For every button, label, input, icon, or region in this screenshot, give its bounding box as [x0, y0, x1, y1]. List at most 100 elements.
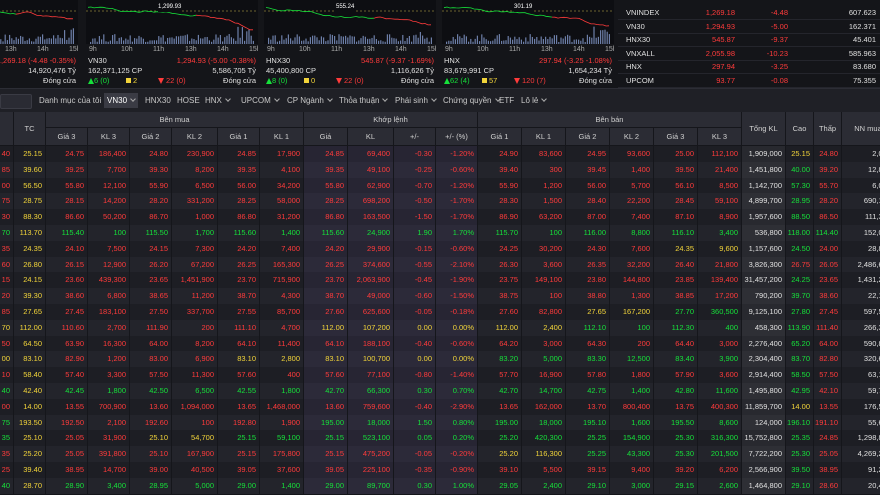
volume-bar: [0, 39, 2, 44]
tab[interactable]: Lô lẻ: [518, 93, 549, 108]
tab[interactable]: ETF: [499, 96, 515, 105]
table-cell: 39.60: [14, 161, 46, 178]
table-cell: 28.60: [814, 477, 842, 494]
table-cell: 38.75: [478, 288, 522, 304]
volume-bar: [175, 36, 177, 44]
volume-bar: [156, 40, 158, 44]
header-cell: Giá: [304, 128, 348, 146]
volume-bar: [514, 36, 516, 44]
table-cell: 86.50: [814, 209, 842, 225]
index-panel[interactable]: 9h10h11h13h14h15h1,269.18 (-4.48 -0.35%)…: [0, 0, 78, 88]
tab[interactable]: Chứng quyền: [440, 93, 503, 108]
table-row[interactable]: 15 24.15 23.60 439,300 23.65 1,451,900 23.70 71…: [0, 272, 880, 290]
tab[interactable]: HNX: [202, 93, 233, 108]
table-cell: 115.60: [218, 225, 260, 241]
index-row[interactable]: HNX 297.94 -3.25 83.680: [618, 60, 880, 75]
volume-bar: [48, 38, 50, 44]
index-panel[interactable]: 555.24 9h 10h 11h 13h 14h 15h HNX30 545.87 (-9.3…: [264, 0, 436, 88]
volume-bar: [169, 37, 171, 44]
table-row[interactable]: 70 113.70 115.40 100 115.50 1,700 115.60 1,400 1…: [0, 225, 880, 242]
table-cell: 39.10: [478, 462, 522, 478]
volume-bar: [125, 38, 127, 44]
unchanged: 0: [311, 76, 316, 85]
index-row[interactable]: VN30 1,294.93 -5.00 162.371: [618, 20, 880, 34]
table-cell: 24.25: [478, 240, 522, 257]
tab[interactable]: HOSE: [177, 96, 200, 105]
table-cell: 391,800: [88, 446, 130, 462]
table-row[interactable]: 70 112.00 110.60 2,700 111.90 200 111.10 4,700 1…: [0, 319, 880, 337]
table-cell: -0.80: [394, 367, 436, 383]
table-cell: 154,900: [610, 430, 654, 447]
index-row[interactable]: HNX30 545.87 -9.37 45.401: [618, 33, 880, 48]
volume-bar: [606, 31, 608, 44]
tab[interactable]: VN30: [104, 93, 139, 108]
table-cell: -1.90%: [436, 272, 478, 289]
table-row[interactable]: 35 24.35 24.10 7,500 24.15 7,300 24.20 7,400 24.…: [0, 240, 880, 258]
volume-bar: [448, 40, 450, 44]
tab[interactable]: Thỏa thuận: [336, 93, 390, 108]
table-cell: -0.60: [394, 288, 436, 304]
index-row[interactable]: VNINDEX 1,269.18 -4.48 607.623: [618, 6, 880, 20]
table-cell: 24,900: [348, 225, 394, 241]
volume-bar: [92, 38, 94, 44]
header-cell: TC: [14, 112, 46, 146]
index-panel[interactable]: 301.19 9h 10h 11h 13h 14h 15h HNX 297.94 (-3.25 …: [442, 0, 614, 88]
table-row[interactable]: 75 193.50 192.50 2,100 192.60 100 192.80 1,900 1…: [0, 414, 880, 432]
table-row[interactable]: 40 25.15 24.75 186,400 24.80 230,900 24.85 17,9…: [0, 146, 880, 163]
table-row[interactable]: 00 14.00 13.55 700,900 13.60 1,094,000 13.65 1,…: [0, 398, 880, 416]
table-cell: 83.10: [218, 351, 260, 368]
table-cell: 111.10: [218, 319, 260, 336]
table-cell: 100: [522, 288, 566, 304]
table-cell: 42.50: [130, 383, 172, 399]
volume-bar: [184, 35, 186, 44]
table-cell: 152,000: [842, 225, 880, 241]
tab[interactable]: UPCOM: [238, 93, 282, 108]
table-row[interactable]: 20 39.30 38.60 6,800 38.65 11,200 38.70 4,300 38…: [0, 288, 880, 305]
table-row[interactable]: 60 26.80 26.15 12,900 26.20 67,200 26.25 165,30…: [0, 256, 880, 274]
tab[interactable]: Phái sinh: [392, 93, 439, 108]
table-row[interactable]: 40 42.40 42.45 1,800 42.50 6,500 42.55 1,800 42.…: [0, 383, 880, 400]
index-row[interactable]: VNXALL 2,055.98 -10.23 585.963: [618, 47, 880, 61]
time-label: 11h: [331, 46, 343, 53]
volume-bar: [567, 34, 569, 44]
table-row[interactable]: 40 28.70 28.90 3,400 28.95 5,000 29.00 1,400 29.…: [0, 477, 880, 495]
table-row[interactable]: 50 64.50 63.90 16,300 64.00 8,200 64.10 11,400 6…: [0, 335, 880, 353]
volume-bar: [582, 38, 584, 44]
table-row[interactable]: 25 39.40 38.95 14,700 39.00 40,500 39.05 37,600…: [0, 462, 880, 479]
table-cell: 59,100: [698, 193, 742, 210]
volume-bar: [413, 35, 415, 44]
table-cell: 1,800: [88, 383, 130, 399]
table-row[interactable]: 10 58.40 57.40 3,300 57.50 11,300 57.60 400 57.6…: [0, 367, 880, 384]
volume-bar: [564, 36, 566, 44]
table-row[interactable]: 30 88.30 86.60 50,200 86.70 1,000 86.80 31,200 8…: [0, 209, 880, 226]
table-cell: 1,000: [172, 209, 218, 225]
search-box[interactable]: [0, 94, 32, 109]
table-row[interactable]: 35 25.20 25.05 391,800 25.10 167,900 25.15 175,…: [0, 446, 880, 463]
tab[interactable]: Danh mục của tôi: [36, 93, 112, 108]
table-row[interactable]: 00 83.10 82.90 1,200 83.00 6,900 83.10 2,800 83.…: [0, 351, 880, 369]
table-cell: 0.20%: [436, 430, 478, 447]
table-cell: 320,600: [842, 351, 880, 367]
time-label: 14h: [573, 46, 585, 53]
index-row[interactable]: UPCOM 93.77 -0.08 75.355: [618, 74, 880, 88]
table-row[interactable]: 00 56.50 55.80 12,100 55.90 6,500 56.00 34,200 5…: [0, 177, 880, 195]
volume-bar: [538, 40, 540, 44]
table-cell: 100: [88, 225, 130, 241]
tab[interactable]: CP Ngành: [284, 93, 335, 108]
volume-bar: [120, 37, 122, 44]
table-cell: 24.80: [814, 146, 842, 162]
volume-bar: [66, 39, 68, 44]
table-cell: 149,100: [522, 272, 566, 289]
table-row[interactable]: 35 25.10 25.05 31,900 25.10 54,700 25.15 59,100…: [0, 430, 880, 448]
index-panel[interactable]: 1,299.93 9h 10h 11h 13h 14h 15h VN30 1,294.93 (-…: [86, 0, 258, 88]
volume-bar: [569, 35, 571, 44]
volume-bar: [167, 37, 169, 44]
volume-bar: [149, 40, 151, 44]
volume-bar: [578, 39, 580, 44]
table-cell: 89,700: [348, 477, 394, 494]
tab[interactable]: HNX30: [145, 96, 171, 105]
table-row[interactable]: 75 28.75 28.15 14,200 28.20 331,200 28.25 58,00…: [0, 193, 880, 211]
table-cell: 56.00: [218, 177, 260, 194]
table-row[interactable]: 85 27.65 27.45 183,100 27.50 337,700 27.55 85,7…: [0, 304, 880, 321]
table-row[interactable]: 85 39.60 39.25 7,700 39.30 8,200 39.35 4,100 39.…: [0, 161, 880, 179]
